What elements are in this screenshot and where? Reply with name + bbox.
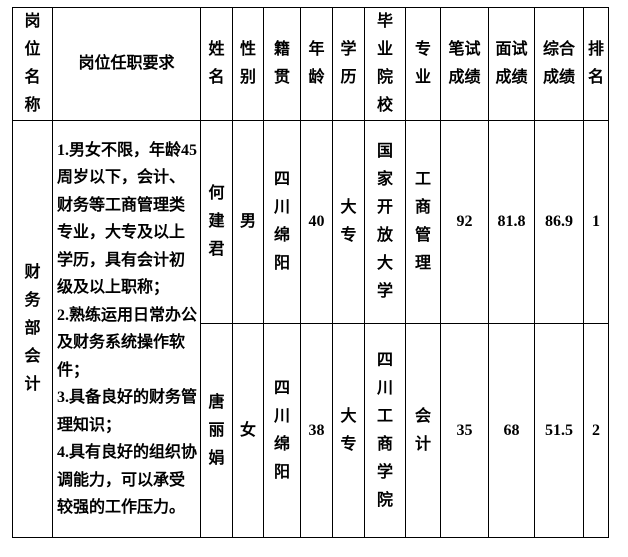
cell-rank: 2 (583, 323, 609, 538)
cell-school: 四川工商学院 (364, 323, 406, 538)
header-hometown-label: 籍贯 (273, 41, 290, 86)
header-rank: 排名 (583, 7, 609, 121)
header-education-label: 学历 (340, 41, 357, 86)
candidate-2-major: 会计 (414, 407, 431, 453)
cell-gender: 男 (232, 120, 264, 324)
candidate-1-name: 何建君 (208, 185, 225, 258)
cell-hometown: 四川绵阳 (263, 323, 301, 538)
candidate-2-age: 38 (308, 421, 325, 439)
table-row-candidate-1: 财务部会计 1.男女不限，年龄45周岁以下，会计、财务等工商管理类专业，大专及以… (12, 120, 609, 538)
cell-name: 何建君 (200, 120, 233, 324)
header-name: 姓名 (200, 7, 233, 121)
header-school-label: 毕业院校 (376, 13, 393, 114)
candidate-1-hometown: 四川绵阳 (273, 171, 290, 272)
header-name-label: 姓名 (208, 41, 225, 86)
candidate-2-written-score: 35 (456, 421, 473, 439)
cell-age: 40 (300, 120, 333, 324)
cell-overall-score: 51.5 (534, 323, 584, 538)
cell-major: 会计 (405, 323, 441, 538)
candidate-1-gender: 男 (239, 213, 256, 230)
candidate-2-overall-score: 51.5 (545, 421, 573, 439)
header-overall-score: 综合成绩 (534, 7, 584, 121)
header-requirements-label: 岗位任职要求 (78, 55, 175, 72)
header-position-name-label: 岗位名称 (24, 13, 41, 114)
candidate-2-name: 唐丽娟 (208, 393, 225, 467)
cell-interview-score: 68 (488, 323, 535, 538)
cell-gender: 女 (232, 323, 264, 538)
candidate-1-written-score: 92 (456, 213, 473, 230)
table-row-candidate-2: 唐丽娟 女 四川绵阳 38 大专 四川工商学院 会计 35 68 51.5 2 (13, 323, 609, 538)
header-hometown: 籍贯 (263, 7, 301, 121)
cell-name: 唐丽娟 (200, 323, 233, 538)
header-gender-label: 性别 (239, 41, 256, 86)
header-major-label: 专业 (414, 41, 431, 86)
candidate-1-rank: 1 (592, 213, 600, 230)
header-school: 毕业院校 (364, 7, 406, 121)
candidate-1-overall-score: 86.9 (545, 213, 573, 230)
candidate-2-interview-score: 68 (503, 421, 520, 439)
position-requirements-text: 1.男女不限，年龄45周岁以下，会计、财务等工商管理类专业，大专及以上学历，具有… (57, 141, 198, 517)
cell-position-name: 财务部会计 (12, 120, 53, 538)
cell-education: 大专 (332, 120, 365, 324)
position-name-text: 财务部会计 (24, 264, 41, 393)
recruitment-results-table: 岗位名称 岗位任职要求 姓名 性别 籍贯 年龄 学历 毕业院校 专业 笔试成绩 … (12, 7, 609, 538)
header-age-label: 年龄 (308, 41, 325, 86)
header-gender: 性别 (232, 7, 264, 121)
header-age: 年龄 (300, 7, 333, 121)
header-interview-score: 面试成绩 (488, 7, 535, 121)
header-written-score-label: 笔试成绩 (448, 41, 481, 86)
candidate-1-education: 大专 (340, 199, 357, 244)
cell-major: 工商管理 (405, 120, 441, 324)
candidate-2-rank: 2 (592, 421, 600, 439)
header-written-score: 笔试成绩 (440, 7, 489, 121)
candidate-2-school: 四川工商学院 (376, 351, 393, 509)
cell-written-score: 35 (440, 323, 489, 538)
candidate-2-hometown: 四川绵阳 (273, 379, 290, 481)
cell-position-requirements: 1.男女不限，年龄45周岁以下，会计、财务等工商管理类专业，大专及以上学历，具有… (52, 120, 201, 538)
cell-overall-score: 86.9 (534, 120, 584, 324)
candidate-1-major: 工商管理 (414, 171, 431, 272)
table-header-row: 岗位名称 岗位任职要求 姓名 性别 籍贯 年龄 学历 毕业院校 专业 笔试成绩 … (12, 7, 609, 121)
header-interview-score-label: 面试成绩 (495, 41, 528, 86)
header-rank-label: 排名 (587, 41, 604, 86)
candidate-1-school: 国家开放大学 (376, 143, 393, 300)
cell-age: 38 (300, 323, 333, 538)
cell-school: 国家开放大学 (364, 120, 406, 324)
cell-rank: 1 (583, 120, 609, 324)
cell-hometown: 四川绵阳 (263, 120, 301, 324)
candidate-2-education: 大专 (340, 407, 357, 453)
header-education: 学历 (332, 7, 365, 121)
candidate-1-age: 40 (308, 213, 325, 230)
header-position-name: 岗位名称 (12, 7, 53, 121)
candidate-2-gender: 女 (239, 421, 256, 439)
cell-education: 大专 (332, 323, 365, 538)
header-major: 专业 (405, 7, 441, 121)
cell-interview-score: 81.8 (488, 120, 535, 324)
header-requirements: 岗位任职要求 (52, 7, 201, 121)
cell-written-score: 92 (440, 120, 489, 324)
header-overall-score-label: 综合成绩 (542, 41, 575, 86)
candidate-1-interview-score: 81.8 (497, 213, 526, 230)
